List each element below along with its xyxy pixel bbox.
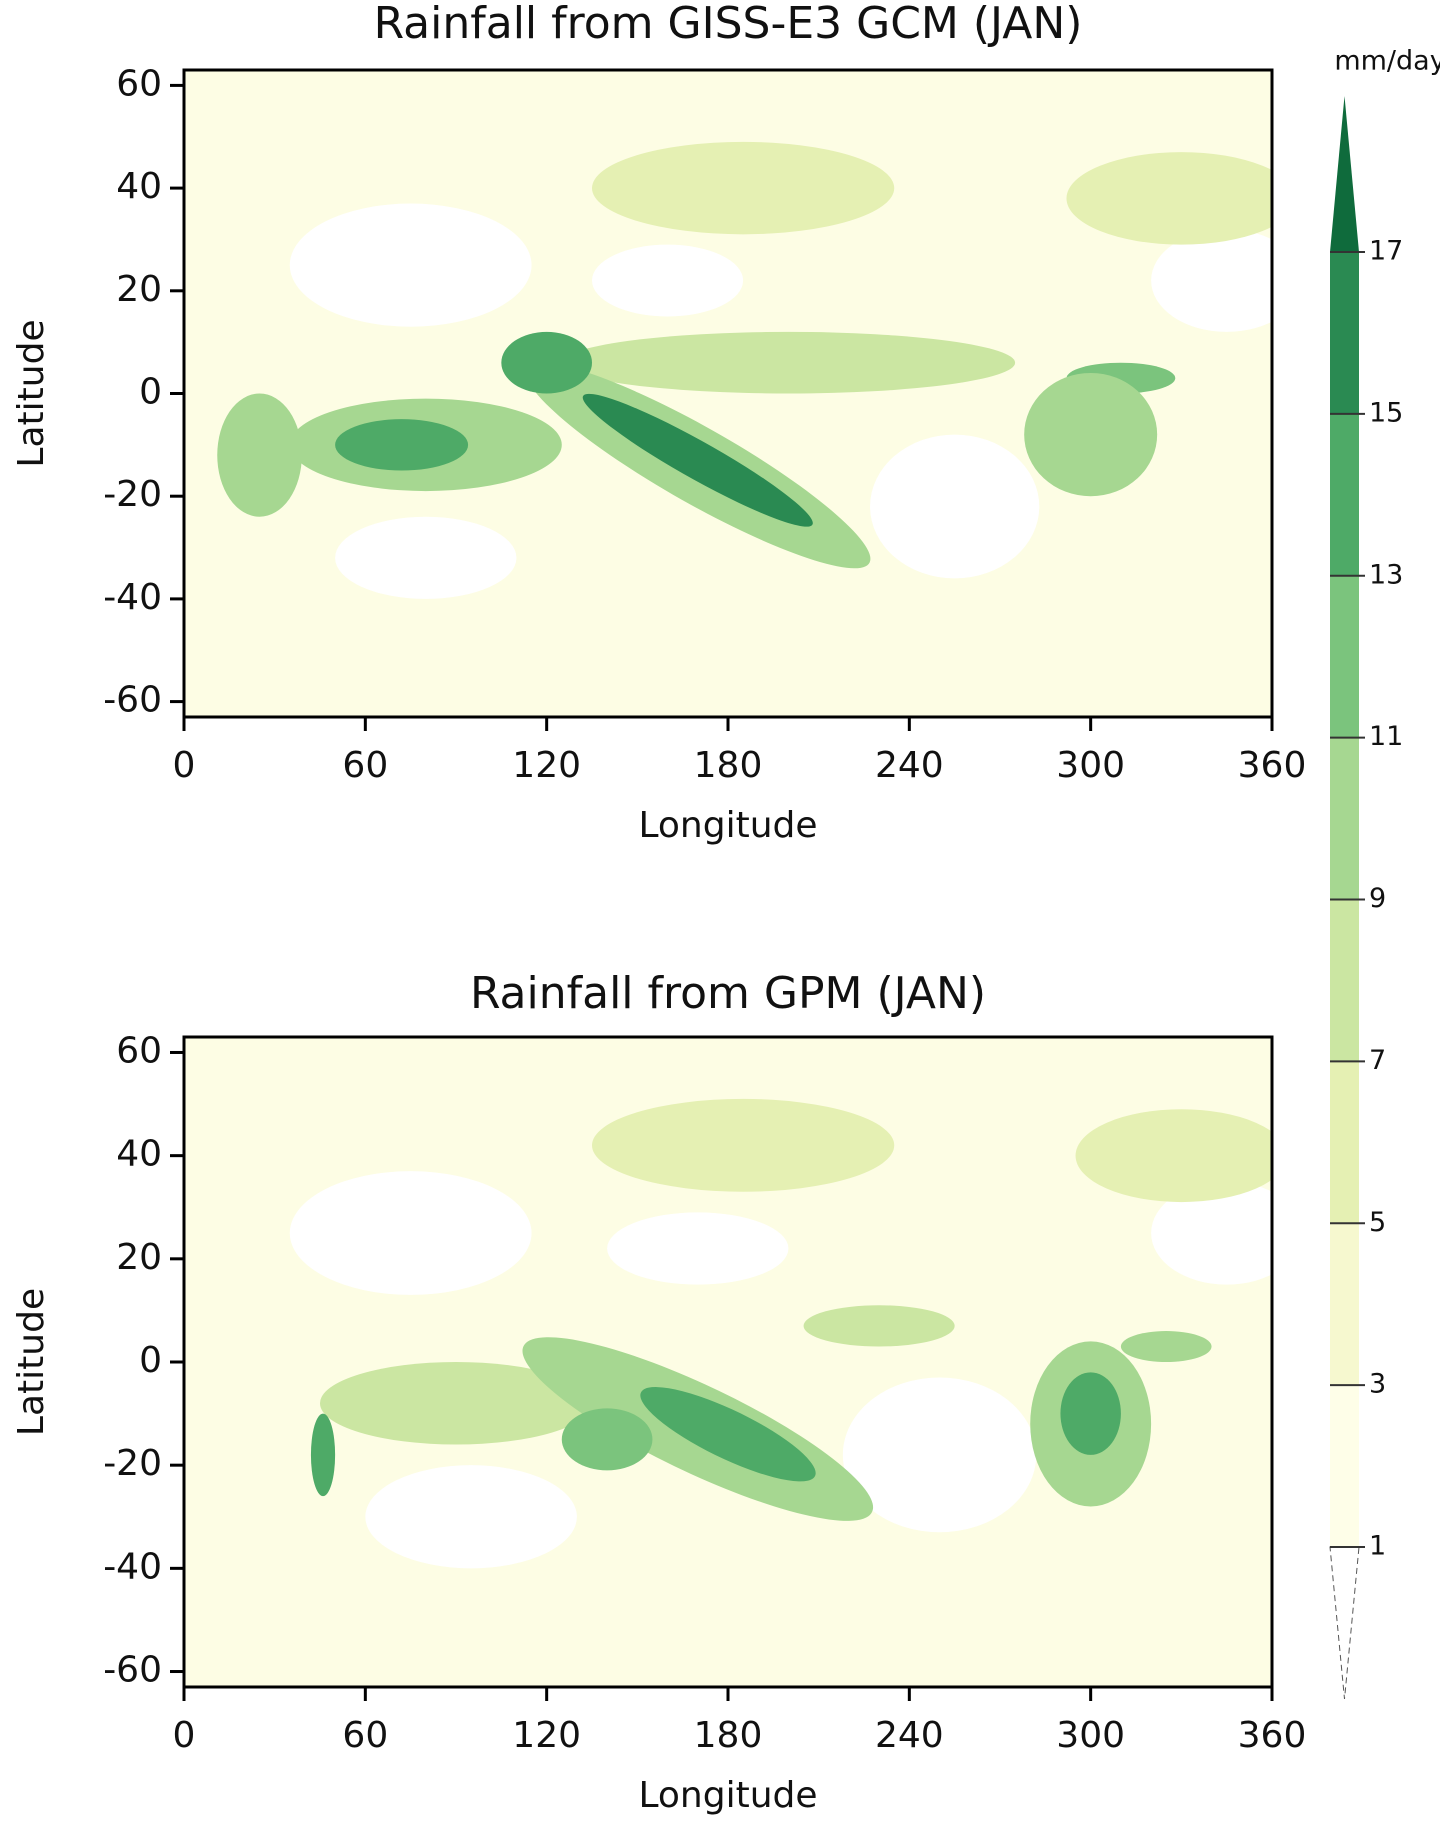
x-tick-label: 180 [694,1715,763,1756]
x-tick-label: 0 [173,1715,196,1756]
colorbar-label: 3 [1369,1369,1386,1400]
x-tick-label: 180 [694,745,763,786]
colorbar-segment [1330,1223,1359,1386]
x-tick-label: 360 [1238,1715,1307,1756]
colorbar-label: 11 [1369,721,1403,752]
x-tick-label: 120 [512,745,581,786]
colorbar-segment [1330,252,1359,414]
colorbar-label: 9 [1369,883,1386,914]
colorbar-segment [1330,899,1359,1062]
y-tick-label: -60 [103,680,162,721]
colorbar-label: 17 [1369,236,1403,267]
colorbar-segment [1330,575,1359,738]
colorbar-extend-high [1330,96,1359,252]
colorbar-unit: mm/day [1334,46,1440,77]
y-tick-label: -40 [103,1546,162,1587]
x-tick-label: 360 [1238,745,1307,786]
colorbar-label: 15 [1369,397,1403,428]
rain-field [184,1037,1272,1687]
chart-title: Rainfall from GPM (JAN) [470,968,986,1019]
colorbar-segment [1330,413,1359,576]
colorbar-segment [1330,1061,1359,1224]
colorbar-label: 5 [1369,1207,1386,1238]
colorbar-segment [1330,737,1359,900]
y-tick-label: 0 [139,1340,162,1381]
colorbar-extend-low [1329,1546,1360,1700]
x-tick-label: 240 [875,1715,944,1756]
colorbar-label: 7 [1369,1045,1386,1076]
x-axis-label: Longitude [638,1775,817,1816]
x-tick-label: 60 [342,745,388,786]
y-axis-label: Latitude [11,319,52,467]
colorbar-label: 13 [1369,559,1403,590]
y-tick-label: 40 [116,166,162,207]
y-tick-label: -20 [103,474,162,515]
colorbar-segment [1330,1385,1359,1547]
x-tick-label: 300 [1056,745,1125,786]
colorbar-label: 1 [1369,1531,1386,1562]
y-tick-label: 60 [116,1030,162,1071]
x-tick-label: 240 [875,745,944,786]
y-tick-label: -40 [103,577,162,618]
y-axis-label: Latitude [11,1288,52,1436]
y-tick-label: 20 [116,1237,162,1278]
x-tick-label: 120 [512,1715,581,1756]
chart-title: Rainfall from GISS-E3 GCM (JAN) [374,0,1083,49]
x-tick-label: 0 [173,745,196,786]
x-tick-label: 300 [1056,1715,1125,1756]
x-axis-label: Longitude [638,805,817,846]
y-tick-label: 40 [116,1134,162,1175]
y-tick-label: 0 [139,372,162,413]
y-tick-label: -60 [103,1650,162,1691]
x-tick-label: 60 [342,1715,388,1756]
rain-field [184,70,1272,717]
y-tick-label: 20 [116,269,162,310]
y-tick-label: -20 [103,1443,162,1484]
y-tick-label: 60 [116,63,162,104]
